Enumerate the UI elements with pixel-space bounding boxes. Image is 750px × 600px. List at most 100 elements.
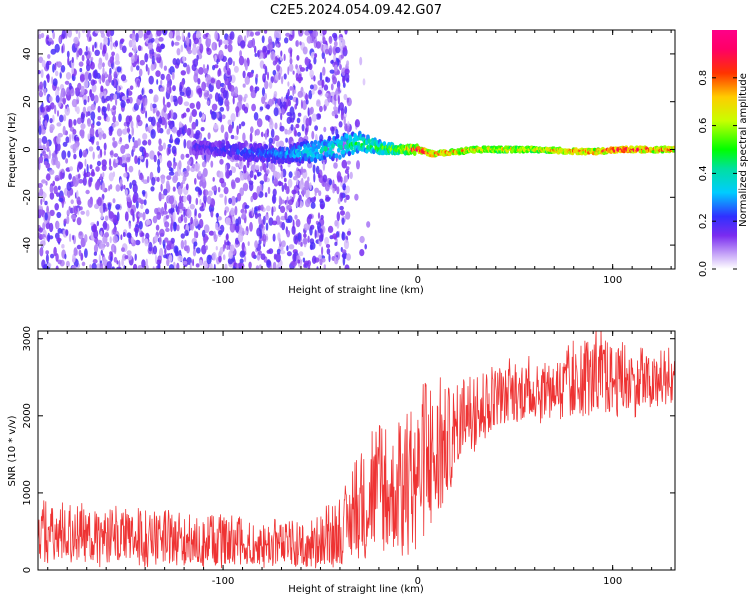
noise-speckle [97,105,101,113]
noise-speckle [92,119,95,126]
noise-speckle [96,220,100,227]
noise-speckle [344,30,348,35]
noise-speckle [342,183,347,191]
noise-speckle [225,233,229,241]
noise-speckle [211,186,218,191]
noise-speckle [136,114,141,123]
noise-speckle [201,229,206,238]
noise-speckle [298,251,304,257]
noise-speckle [169,31,174,39]
snr-plot [38,331,675,569]
noise-speckle [239,50,243,58]
noise-speckle [251,251,256,259]
noise-speckle [130,208,135,216]
noise-speckle [102,106,107,113]
noise-speckle [85,171,91,178]
noise-speckle [274,135,280,142]
noise-speckle [331,110,336,117]
noise-speckle [119,180,122,187]
colorbar-tick-label: 0.2 [698,213,709,229]
noise-speckle [247,40,253,48]
noise-speckle [109,96,113,102]
noise-speckle [320,203,325,210]
noise-speckle [90,56,94,61]
noise-speckle [207,132,211,140]
noise-speckle [165,113,168,121]
y-tick-label: 3000 [22,326,33,351]
noise-speckle [50,102,55,110]
signal-cell [335,133,340,139]
noise-speckle [256,171,262,177]
noise-speckle [156,53,161,58]
noise-speckle [327,225,334,233]
noise-speckle [109,251,113,256]
noise-speckle [324,57,326,64]
noise-speckle [61,150,67,160]
noise-speckle [166,258,170,267]
noise-speckle [97,61,103,70]
noise-speckle [256,118,263,128]
noise-speckle [359,249,365,257]
noise-speckle [45,253,49,264]
noise-speckle [103,142,107,151]
noise-speckle [120,234,123,241]
noise-speckle [88,36,92,42]
noise-speckle [73,143,78,149]
noise-speckle [138,212,144,218]
noise-speckle [73,247,78,257]
noise-speckle [198,111,203,118]
noise-speckle [100,32,105,38]
noise-speckle [307,176,310,182]
noise-speckle [116,128,123,137]
noise-speckle [119,137,123,143]
noise-speckle [150,63,155,71]
noise-speckle [324,48,329,55]
noise-speckle [339,39,342,49]
noise-speckle [341,159,348,169]
noise-speckle [59,114,64,123]
noise-speckle [213,123,219,130]
noise-speckle [272,178,279,185]
noise-speckle [50,253,55,259]
noise-speckle [323,84,329,91]
noise-speckle [337,197,341,205]
noise-speckle [123,265,126,269]
noise-speckle [66,87,71,96]
noise-speckle [102,44,107,54]
noise-speckle [207,34,211,39]
noise-speckle [224,131,229,142]
noise-speckle [162,96,165,106]
noise-speckle [314,53,318,58]
noise-speckle [57,227,62,234]
noise-speckle [112,115,116,123]
noise-speckle [75,177,80,185]
noise-speckle [157,263,161,269]
noise-speckle [46,140,50,150]
noise-speckle [115,184,121,192]
noise-speckle [317,80,323,86]
noise-speckle [234,135,239,141]
noise-speckle [263,163,267,173]
noise-speckle [54,62,57,71]
noise-speckle [327,93,332,103]
noise-speckle [120,38,125,43]
noise-speckle [125,166,128,173]
noise-speckle [92,44,95,53]
noise-speckle [125,115,131,125]
colorbar-tick-label: 0.4 [698,165,709,181]
noise-speckle [262,233,267,242]
noise-speckle [109,158,112,167]
noise-speckle [89,127,95,137]
noise-speckle [64,253,67,260]
noise-speckle [309,69,315,78]
noise-speckle [321,79,325,88]
noise-speckle [243,35,247,44]
noise-speckle [195,130,201,136]
noise-speckle [225,90,229,100]
noise-speckle [244,255,247,263]
noise-speckle [60,65,66,73]
noise-speckle [124,125,127,135]
noise-speckle [134,52,138,62]
noise-speckle [206,100,210,106]
noise-speckle [262,45,268,53]
